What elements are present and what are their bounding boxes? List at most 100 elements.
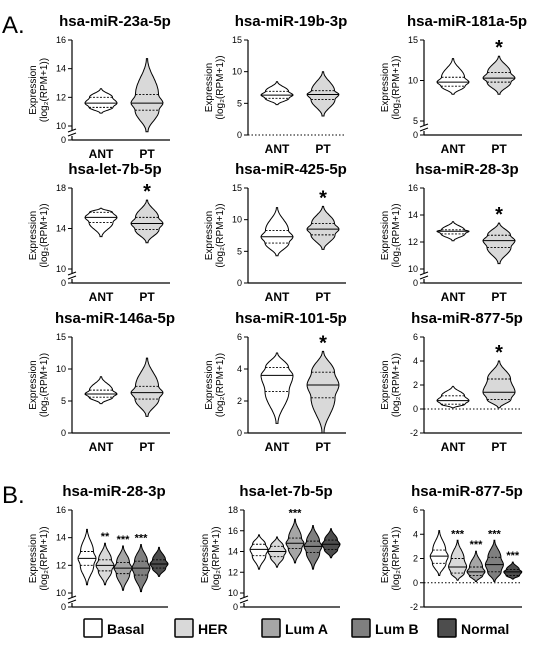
axis-break-mark (67, 599, 77, 604)
x-category-label: ANT (441, 290, 466, 304)
significance-marker: *** (135, 533, 149, 545)
y-axis-label: Expression (380, 211, 391, 260)
y-tick-label: 5 (61, 396, 66, 406)
x-category-label: ANT (265, 440, 290, 454)
plot-title: hsa-miR-28-3p (62, 483, 165, 500)
violin-body (482, 360, 516, 409)
y-tick-label: 14 (228, 547, 238, 557)
x-category-label: PT (315, 440, 331, 454)
violin-normal (321, 528, 341, 559)
legend-label: Normal (461, 621, 509, 637)
violin-body (84, 88, 118, 114)
x-category-label: ANT (89, 440, 114, 454)
violin-body (130, 58, 164, 133)
y-tick-label: 14 (56, 64, 66, 74)
violin-plot-12: hsa-miR-877-5p Expression (log₂(RPM+1)) -2 0… (380, 483, 523, 612)
legend-label: HER (198, 621, 228, 637)
y-tick-label: 14 (56, 224, 66, 234)
violin-plot-9: hsa-miR-877-5p Expression (log₂(RPM+1)) -2 0… (380, 310, 523, 454)
plot-title: hsa-miR-181a-5p (407, 13, 527, 30)
y-tick-label: 10 (408, 264, 418, 274)
legend-swatch (351, 618, 371, 638)
y-tick-label: 5 (237, 246, 242, 256)
violin-body (267, 536, 287, 568)
plot-title: hsa-miR-146a-5p (55, 310, 175, 327)
violin-body (260, 81, 294, 106)
significance-marker: *** (506, 550, 520, 562)
y-tick-label: 12 (56, 92, 66, 102)
y-tick-label: 5 (413, 116, 418, 126)
significance-marker: * (495, 37, 503, 59)
violin-ant (260, 352, 294, 424)
violin-body (503, 561, 523, 580)
legend-label: Basal (107, 621, 144, 637)
axis-break-mark (67, 595, 77, 600)
y-tick-label: 4 (237, 364, 242, 374)
plot-title: hsa-miR-877-5p (411, 310, 523, 327)
y-axis-label: Expression (28, 360, 39, 409)
plot-title: hsa-miR-19b-3p (235, 13, 348, 30)
y-tick-label: 2 (413, 554, 418, 564)
violin-lum-a (113, 545, 133, 591)
violin-pt (130, 58, 164, 133)
y-tick-label: 14 (56, 533, 66, 543)
violin-body (448, 539, 468, 581)
violin-body (482, 222, 516, 265)
y-tick-label: 6 (413, 332, 418, 342)
violin-body (285, 518, 305, 564)
y-tick-label: 0 (61, 278, 66, 288)
plot-title: hsa-miR-425-5p (235, 161, 347, 178)
y-tick-label: 10 (408, 76, 418, 86)
y-tick-label: 10 (228, 588, 238, 598)
legend-swatch (437, 618, 457, 638)
x-category-label: ANT (89, 290, 114, 304)
y-axis-unit: (log₂(RPM+1)) (39, 203, 50, 267)
violin-lum-a (285, 518, 305, 564)
violin-ant (436, 385, 470, 409)
y-axis-label: Expression (200, 534, 211, 583)
significance-marker: * (319, 187, 327, 209)
y-tick-label: 16 (228, 526, 238, 536)
y-tick-label: 0 (61, 135, 66, 145)
violin-body (484, 539, 504, 582)
y-tick-label: 12 (56, 560, 66, 570)
violin-plot-11: hsa-let-7b-5p Expression (log₂(RPM+1)) 0 10 1… (200, 483, 341, 612)
y-tick-label: -2 (410, 602, 418, 612)
y-axis-unit: (log₂(RPM+1)) (211, 526, 222, 590)
violin-body (249, 534, 269, 570)
y-axis-unit: (log₂(RPM+1)) (391, 55, 402, 119)
significance-marker: * (143, 181, 151, 203)
y-tick-label: 10 (232, 215, 242, 225)
y-tick-label: 10 (56, 588, 66, 598)
y-tick-label: 4 (413, 529, 418, 539)
x-category-label: ANT (89, 147, 114, 161)
y-axis-label: Expression (380, 534, 391, 583)
y-axis-label: Expression (380, 63, 391, 112)
y-tick-label: 0 (413, 130, 418, 140)
violin-plot-4: hsa-let-7b-5p Expression (log₂(RPM+1)) 0 10 1… (28, 161, 170, 304)
violin-pt (482, 222, 516, 265)
y-tick-label: 10 (56, 121, 66, 131)
violin-lum-b (484, 539, 504, 582)
y-tick-label: 15 (408, 35, 418, 45)
violin-plot-7: hsa-miR-146a-5p Expression (log₂(RPM+1)) 0 5… (28, 310, 175, 454)
x-category-label: PT (139, 147, 155, 161)
x-category-label: ANT (441, 142, 466, 156)
y-axis-label: Expression (204, 63, 215, 112)
x-category-label: ANT (265, 290, 290, 304)
violin-her (448, 539, 468, 581)
y-tick-label: 10 (56, 264, 66, 274)
y-tick-label: 10 (56, 364, 66, 374)
violin-body (130, 199, 164, 244)
violin-body (260, 352, 294, 424)
violin-lum-a (466, 550, 486, 582)
panel-label-a: A. (2, 12, 25, 39)
violin-body (306, 350, 340, 434)
violin-ant (84, 207, 118, 238)
y-axis-label: Expression (204, 211, 215, 260)
y-axis-unit: (log₂(RPM+1)) (391, 353, 402, 417)
significance-marker: *** (289, 507, 303, 519)
y-tick-label: 16 (56, 505, 66, 515)
axis-break-mark (419, 123, 429, 128)
